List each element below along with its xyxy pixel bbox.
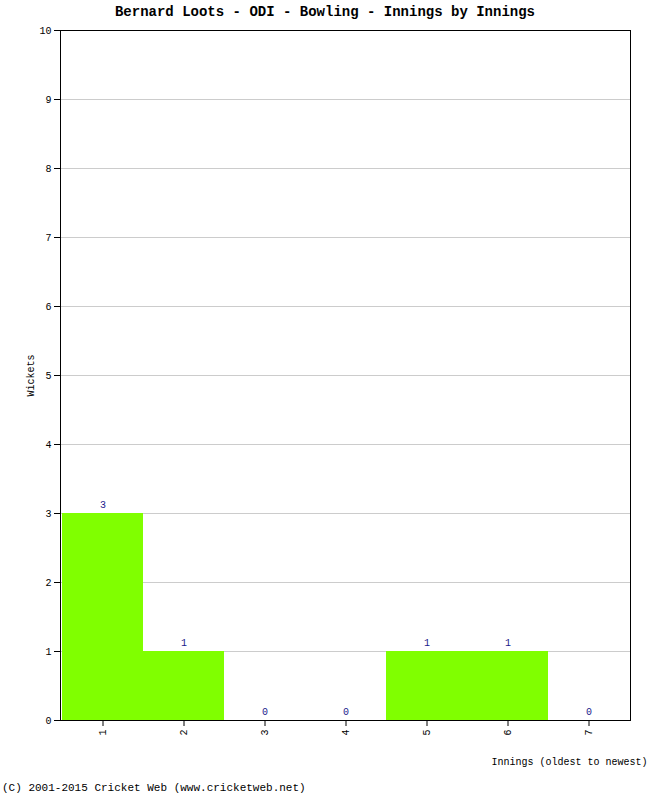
- svg-text:3: 3: [100, 500, 106, 511]
- svg-text:7: 7: [45, 233, 51, 244]
- svg-text:6: 6: [45, 302, 51, 313]
- svg-text:Innings (oldest to newest): Innings (oldest to newest): [491, 757, 647, 768]
- svg-text:2: 2: [45, 578, 51, 589]
- svg-text:0: 0: [45, 716, 51, 727]
- html-text:Bernard Loots - ODI - Bowling: Bernard Loots - ODI - Bowling - Innings …: [115, 4, 535, 20]
- svg-text:1: 1: [98, 730, 109, 736]
- svg-text:5: 5: [45, 371, 51, 382]
- svg-text:1: 1: [505, 638, 511, 649]
- svg-text:3: 3: [260, 730, 271, 736]
- svg-text:1: 1: [45, 647, 51, 658]
- svg-text:2: 2: [179, 730, 190, 736]
- svg-text:8: 8: [45, 164, 51, 175]
- svg-text:10: 10: [39, 26, 51, 37]
- svg-text:5: 5: [422, 730, 433, 736]
- svg-text:4: 4: [341, 730, 352, 736]
- svg-text:9: 9: [45, 95, 51, 106]
- svg-text:3: 3: [45, 509, 51, 520]
- svg-text:Wickets: Wickets: [26, 354, 37, 396]
- svg-text:7: 7: [584, 730, 595, 736]
- svg-text:0: 0: [586, 707, 592, 718]
- svg-text:6: 6: [503, 730, 514, 736]
- svg-text:0: 0: [262, 707, 268, 718]
- svg-text:1: 1: [424, 638, 430, 649]
- html-text:(C) 2001-2015 Cricket Web (www: (C) 2001-2015 Cricket Web (www.cricketwe…: [2, 782, 306, 794]
- svg-text:0: 0: [343, 707, 349, 718]
- svg-text:1: 1: [181, 638, 187, 649]
- svg-text:4: 4: [45, 440, 51, 451]
